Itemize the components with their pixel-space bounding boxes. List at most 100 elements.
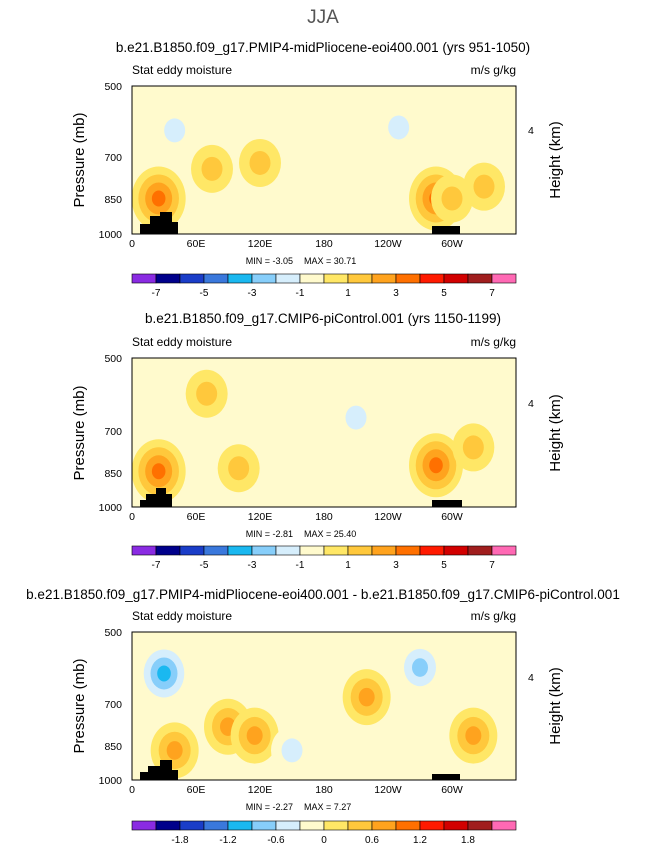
- season-title: JJA: [307, 7, 339, 28]
- panel-3-colorbar-swatch-1: [155, 820, 181, 831]
- panel-3-colorbar-swatch-14: [467, 820, 493, 831]
- panel-2-colorbar-swatch-12: [419, 545, 445, 556]
- panel-2-ytick-850: 850: [104, 468, 122, 480]
- panel-3-feature-5-level-2: [412, 658, 428, 677]
- panel-2-x-ticks: 0 60E 120E 180 120W 60W: [129, 511, 463, 523]
- panel-2-topography-andes: [432, 500, 462, 507]
- panel-3-colorbar-label-0: -1.8: [171, 835, 189, 844]
- panel-3-colorbar-swatch-0: [131, 820, 157, 831]
- panel-1-colorbar-swatch-8: [323, 273, 349, 284]
- panel-1-max: MAX = 30.71: [304, 256, 356, 266]
- panel-3-right-label: Height (km): [547, 667, 564, 745]
- panel-2-right-label: Height (km): [547, 394, 564, 472]
- panel-1-feature-1-level-1: [164, 118, 186, 143]
- panel-2-min: MIN = -2.81: [246, 529, 293, 539]
- panel-3-feature-0-level-3: [157, 665, 171, 682]
- panel-2-left-label: Stat eddy moisture: [132, 335, 232, 349]
- panel-3-xtick-2: 120E: [248, 784, 273, 796]
- panel-1-x-ticks: 0 60E 120E 180 120W 60W: [129, 238, 463, 250]
- panel-3-min: MIN = -2.27: [246, 802, 293, 812]
- panel-2-feature-4-level-1: [462, 435, 484, 460]
- panel-3-colorbar-swatch-6: [275, 820, 301, 831]
- panel-2-xtick-3: 180: [315, 511, 333, 523]
- panel-2-xtick-0: 0: [129, 511, 135, 523]
- panel-1-colorbar-label-3: -1: [296, 288, 305, 299]
- panel-3-ytick-850: 850: [104, 741, 122, 753]
- panel-1-colorbar-swatch-13: [443, 273, 469, 284]
- panel-3-max: MAX = 7.27: [304, 802, 351, 812]
- panel-3-topography-andes: [432, 774, 460, 780]
- panel-1-colorbar-swatch-10: [371, 273, 397, 284]
- panel-2-xtick-2: 120E: [248, 511, 273, 523]
- panel-3-frame: [131, 631, 517, 781]
- panel-2-frame: [131, 357, 517, 508]
- panel-1-colorbar-swatch-3: [203, 273, 229, 284]
- panel-1-left-label: Stat eddy moisture: [132, 63, 232, 77]
- panel-1-features: [131, 103, 505, 231]
- panel-2-colorbar-label-7: 7: [489, 560, 495, 571]
- panel-2-feature-0-level-3: [151, 463, 166, 480]
- panel-1-feature-3-level-1: [249, 150, 271, 175]
- panel-2-colorbar-swatch-0: [131, 545, 157, 556]
- panel-3-feature-6-level-2: [465, 726, 482, 745]
- panel-2-colorbar-label-0: -7: [152, 560, 161, 571]
- panel-1-min: MIN = -3.05: [246, 256, 293, 266]
- panel-3-title: b.e21.B1850.f09_g17.PMIP4-midPliocene-eo…: [26, 587, 620, 602]
- panel-1-y-ticks: 500 700 850 1000: [99, 81, 123, 241]
- panel-2-colorbar-label-6: 5: [441, 560, 447, 571]
- panel-3-colorbar-swatch-10: [371, 820, 397, 831]
- panel-1-colorbar-label-5: 3: [393, 288, 399, 299]
- panel-3-xtick-4: 120W: [374, 784, 402, 796]
- panel-2-colorbar-swatch-2: [179, 545, 205, 556]
- panel-1-frame: [131, 85, 517, 235]
- panel-2-colorbar-swatch-13: [443, 545, 469, 556]
- panel-3-colorbar-swatch-11: [395, 820, 421, 831]
- panel-3-ytick-1000: 1000: [99, 775, 123, 787]
- panel-3-colorbar-swatch-13: [443, 820, 469, 831]
- panel-3-colorbar-label-6: 1.8: [461, 835, 475, 844]
- panel-3-xtick-0: 0: [129, 784, 135, 796]
- panel-1-topography-andes: [432, 226, 460, 234]
- panel-3: b.e21.B1850.f09_g17.PMIP4-midPliocene-eo…: [26, 587, 620, 844]
- panel-1-ytick-700: 700: [104, 152, 122, 164]
- panel-3-feature-4-level-2: [358, 687, 375, 707]
- panel-3-y-ticks: 500 700 850 1000: [99, 627, 123, 787]
- panel-2-ylabel: Pressure (mb): [71, 385, 88, 480]
- panel-3-xtick-5: 60W: [441, 784, 463, 796]
- panel-2: b.e21.B1850.f09_g17.CMIP6-piControl.001 …: [71, 311, 564, 571]
- panel-3-left-label: Stat eddy moisture: [132, 609, 232, 623]
- panel-2-max: MAX = 25.40: [304, 529, 356, 539]
- panel-1-colorbar-label-1: -5: [200, 288, 209, 299]
- panel-1-colorbar-swatch-15: [491, 273, 517, 284]
- panel-1-xtick-5: 60W: [441, 238, 463, 250]
- panel-2-colorbar-label-3: -1: [296, 560, 305, 571]
- panel-1-right-tick: 4: [528, 125, 534, 137]
- panel-3-colorbar-swatch-15: [491, 820, 517, 831]
- panel-3-ytick-700: 700: [104, 699, 122, 711]
- panel-1-topography: [140, 212, 178, 234]
- panel-1-ylabel: Pressure (mb): [71, 112, 88, 207]
- panel-3-colorbar-label-5: 1.2: [413, 835, 427, 844]
- panel-1-xtick-0: 0: [129, 238, 135, 250]
- panel-2-xtick-5: 60W: [441, 511, 463, 523]
- panel-1-colorbar-swatch-9: [347, 273, 373, 284]
- panel-3-colorbar: -1.8 -1.2 -0.6 0 0.6 1.2 1.8: [131, 820, 517, 844]
- panel-2-ytick-1000: 1000: [99, 502, 123, 514]
- panel-3-xtick-1: 60E: [187, 784, 206, 796]
- panel-1-colorbar-swatch-11: [395, 273, 421, 284]
- panel-1-right-label: Height (km): [547, 121, 564, 199]
- panel-2-ytick-700: 700: [104, 426, 122, 438]
- panel-1-colorbar-label-7: 7: [489, 288, 495, 299]
- panel-3-colorbar-label-3: 0: [321, 835, 327, 844]
- panel-2-colorbar-swatch-15: [491, 545, 517, 556]
- panel-1-colorbar-swatch-12: [419, 273, 445, 284]
- panel-3-feature-7-level-1: [281, 738, 303, 763]
- panel-1-colorbar-label-0: -7: [152, 288, 161, 299]
- panel-2-colorbar-swatch-9: [347, 545, 373, 556]
- panel-1-colorbar-swatch-6: [275, 273, 301, 284]
- panel-3-colorbar-label-4: 0.6: [365, 835, 379, 844]
- panel-1-colorbar-label-6: 5: [441, 288, 447, 299]
- panel-1-ytick-1000: 1000: [99, 229, 123, 241]
- panel-3-colorbar-swatch-8: [323, 820, 349, 831]
